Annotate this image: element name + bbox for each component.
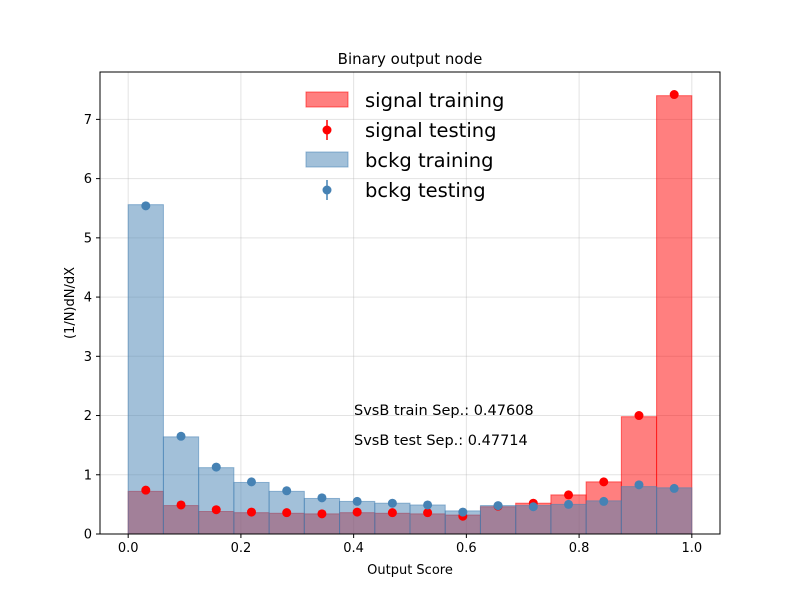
bckg-testing-point xyxy=(176,431,186,441)
histogram-bars xyxy=(127,95,693,535)
bckg-training-bar xyxy=(339,500,376,535)
signal-testing-point xyxy=(176,500,186,510)
bckg-testing-point xyxy=(317,493,327,503)
bckg-training-bar xyxy=(162,436,200,535)
y-tick-label: 0 xyxy=(84,528,92,543)
y-axis-label: (1/N)dN/dX xyxy=(63,267,78,339)
legend-swatch-bckg-training xyxy=(305,151,349,168)
bckg-testing-point xyxy=(669,483,679,493)
signal-training-bar xyxy=(656,95,693,535)
signal-testing-point xyxy=(669,90,679,100)
train-separation-annotation: SvsB train Sep.: 0.47608 xyxy=(354,403,534,419)
signal-testing-point xyxy=(423,508,433,518)
test-separation-annotation: SvsB test Sep.: 0.47714 xyxy=(354,433,528,449)
bckg-training-bar xyxy=(198,467,235,535)
data-points xyxy=(141,90,679,521)
axis-ticks: 0.0 0.2 0.4 0.6 0.8 1.0 0 1 2 3 4 5 6 7 xyxy=(84,113,702,556)
signal-testing-point xyxy=(282,508,292,518)
legend-label-bckg-training: bckg training xyxy=(365,149,494,172)
bckg-testing-point xyxy=(634,480,644,490)
signal-testing-point xyxy=(564,490,574,500)
y-tick-label: 6 xyxy=(84,172,92,187)
signal-testing-point xyxy=(317,509,327,519)
x-tick-label: 0.4 xyxy=(343,541,364,556)
legend-label-bckg-testing: bckg testing xyxy=(365,179,486,202)
bckg-training-bar xyxy=(656,487,693,535)
x-tick-label: 0.0 xyxy=(118,541,139,556)
signal-testing-point xyxy=(387,508,397,518)
bckg-testing-point xyxy=(458,507,468,517)
legend: signal training signal testing bckg traini… xyxy=(305,89,504,202)
bckg-training-bar xyxy=(374,502,411,535)
x-tick-label: 0.6 xyxy=(456,541,477,556)
y-tick-label: 4 xyxy=(84,291,92,306)
signal-testing-point xyxy=(599,477,609,487)
y-tick-label: 7 xyxy=(84,113,92,128)
bckg-testing-point xyxy=(282,486,292,496)
chart-title: Binary output node xyxy=(338,50,483,68)
signal-testing-point xyxy=(246,507,256,517)
legend-marker-bckg-testing xyxy=(322,185,332,195)
bckg-testing-point xyxy=(352,496,362,506)
bckg-testing-point xyxy=(387,498,397,508)
legend-label-signal-training: signal training xyxy=(365,89,504,112)
signal-testing-point xyxy=(211,505,221,515)
y-tick-label: 3 xyxy=(84,350,92,365)
bckg-testing-point xyxy=(423,500,433,510)
bckg-testing-point xyxy=(493,501,503,511)
signal-testing-point xyxy=(141,485,151,495)
legend-label-signal-testing: signal testing xyxy=(365,119,496,142)
bckg-training-bar xyxy=(127,204,164,535)
bckg-testing-point xyxy=(211,462,221,472)
x-tick-label: 0.2 xyxy=(231,541,252,556)
signal-testing-point xyxy=(634,411,644,421)
legend-swatch-signal-training xyxy=(305,91,349,108)
x-tick-label: 0.8 xyxy=(569,541,590,556)
bckg-testing-point xyxy=(246,477,256,487)
y-tick-label: 2 xyxy=(84,409,92,424)
y-tick-label: 1 xyxy=(84,468,92,483)
plot-frame xyxy=(99,71,721,535)
legend-marker-signal-testing xyxy=(322,125,332,135)
signal-testing-point xyxy=(352,507,362,517)
x-axis-label: Output Score xyxy=(367,563,453,578)
bckg-testing-point xyxy=(141,201,151,211)
bckg-testing-point xyxy=(564,499,574,509)
y-tick-label: 5 xyxy=(84,231,92,246)
x-tick-label: 1.0 xyxy=(681,541,702,556)
bckg-training-bar xyxy=(620,486,658,535)
bckg-testing-point xyxy=(599,496,609,506)
bckg-testing-point xyxy=(528,502,538,512)
